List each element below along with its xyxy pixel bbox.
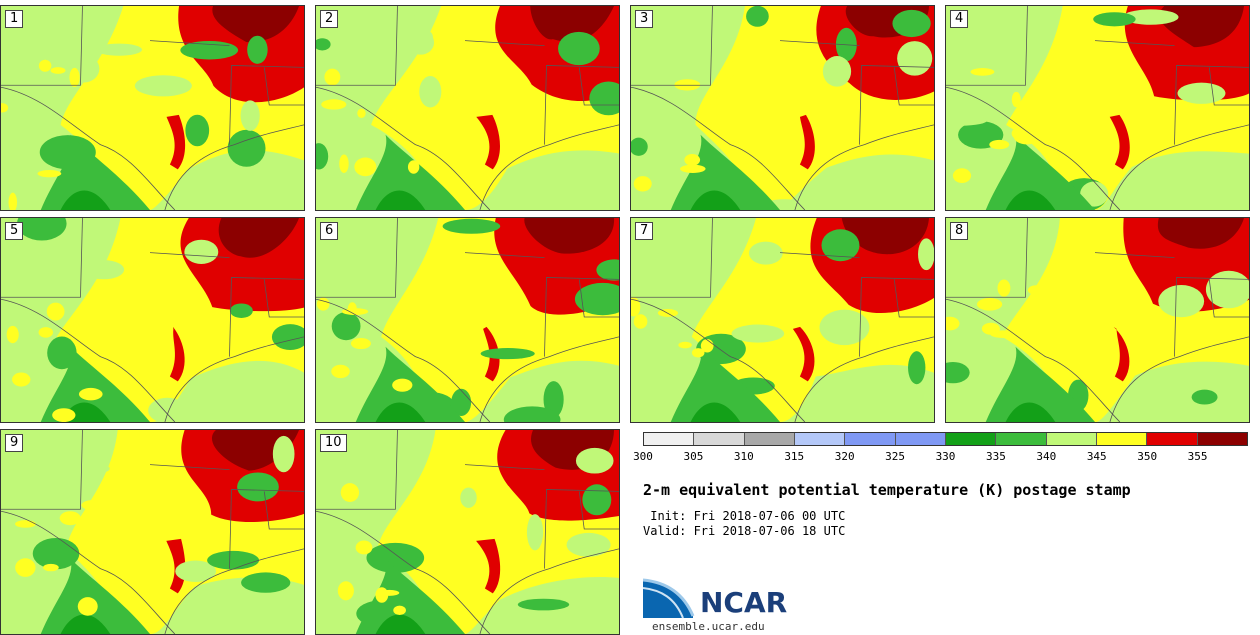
colorbar-tick-label: 320: [834, 450, 855, 463]
colorbar-swatch: [996, 433, 1047, 445]
colorbar-swatch: [1197, 433, 1247, 445]
panel-label: 4: [950, 10, 969, 28]
colorbar-tick-label: 340: [1036, 450, 1057, 463]
colorbar-tick-label: 300: [633, 450, 653, 463]
panel-1: 1: [0, 5, 305, 211]
panel-label: 10: [320, 434, 347, 452]
map-2: [316, 6, 619, 210]
colorbar-swatch: [1147, 433, 1198, 445]
panel-label: 9: [5, 434, 24, 452]
map-10: [316, 430, 619, 634]
panel-label: 8: [950, 222, 969, 240]
website-url[interactable]: ensemble.ucar.edu: [652, 620, 765, 633]
colorbar-swatch: [945, 433, 997, 445]
map-5: [1, 218, 304, 422]
panel-label: 3: [635, 10, 654, 28]
init-time: Init: Fri 2018-07-06 00 UTC: [643, 509, 846, 523]
panel-7: 7: [630, 217, 935, 423]
map-3: [631, 6, 934, 210]
panel-label: 1: [5, 10, 24, 28]
colorbar-swatch: [1096, 433, 1148, 445]
colorbar-swatch: [895, 433, 946, 445]
colorbar-swatch: [845, 433, 896, 445]
colorbar-tick-label: 325: [885, 450, 906, 463]
colorbar-swatch: [1046, 433, 1097, 445]
colorbar-ticks: 300 305 310 315 320 325 330 335 340 345 350 355: [633, 450, 1248, 466]
colorbar-swatch: [744, 433, 795, 445]
panel-9: 9: [0, 429, 305, 635]
panel-6: 6: [315, 217, 620, 423]
panel-8: 8: [945, 217, 1250, 423]
colorbar-tick-label: 330: [935, 450, 956, 463]
panel-4: 4: [945, 5, 1250, 211]
colorbar-tick-label: 345: [1086, 450, 1107, 463]
colorbar-tick-label: 315: [784, 450, 805, 463]
colorbar: [643, 432, 1248, 446]
panel-label: 7: [635, 222, 654, 240]
panel-label: 2: [320, 10, 339, 28]
map-4: [946, 6, 1249, 210]
colorbar-tick-label: 335: [985, 450, 1006, 463]
chart-title: 2-m equivalent potential temperature (K)…: [643, 481, 1131, 499]
colorbar-swatch: [694, 433, 745, 445]
colorbar-tick-label: 305: [683, 450, 704, 463]
valid-time: Valid: Fri 2018-07-06 18 UTC: [643, 524, 846, 538]
logo-text: NCAR: [700, 586, 788, 619]
map-8: [946, 218, 1249, 422]
panel-5: 5: [0, 217, 305, 423]
colorbar-swatch: [794, 433, 846, 445]
ncar-logo-icon: [643, 578, 695, 619]
panel-label: 5: [5, 222, 24, 240]
panel-3: 3: [630, 5, 935, 211]
panel-label: 6: [320, 222, 339, 240]
colorbar-tick-label: 350: [1137, 450, 1158, 463]
colorbar-swatch: [644, 433, 695, 445]
map-1: [1, 6, 304, 210]
panel-10: 10: [315, 429, 620, 635]
map-9: [1, 430, 304, 634]
map-7: [631, 218, 934, 422]
colorbar-tick-label: 355: [1187, 450, 1208, 463]
map-6: [316, 218, 619, 422]
colorbar-tick-label: 310: [733, 450, 754, 463]
panel-2: 2: [315, 5, 620, 211]
